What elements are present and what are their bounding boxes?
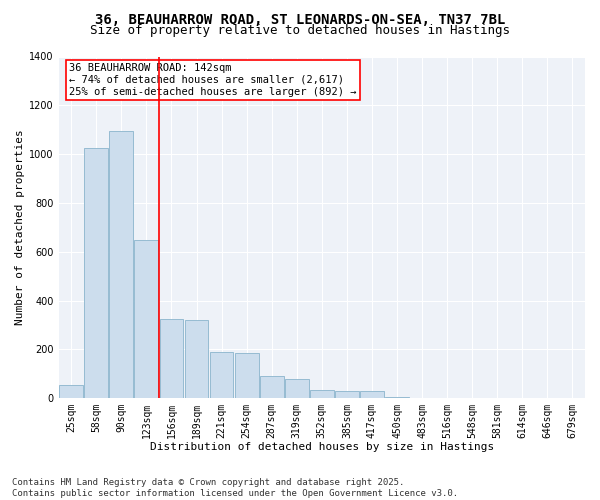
X-axis label: Distribution of detached houses by size in Hastings: Distribution of detached houses by size …	[150, 442, 494, 452]
Bar	[209, 352, 233, 398]
Bar	[260, 376, 284, 398]
Y-axis label: Number of detached properties: Number of detached properties	[15, 130, 25, 325]
Bar	[310, 390, 334, 398]
Text: 36 BEAUHARROW ROAD: 142sqm
← 74% of detached houses are smaller (2,617)
25% of s: 36 BEAUHARROW ROAD: 142sqm ← 74% of deta…	[69, 64, 356, 96]
Bar	[134, 240, 158, 398]
Text: Contains HM Land Registry data © Crown copyright and database right 2025.
Contai: Contains HM Land Registry data © Crown c…	[12, 478, 458, 498]
Bar	[109, 131, 133, 398]
Bar	[235, 353, 259, 398]
Text: 36, BEAUHARROW ROAD, ST LEONARDS-ON-SEA, TN37 7BL: 36, BEAUHARROW ROAD, ST LEONARDS-ON-SEA,…	[95, 12, 505, 26]
Text: Size of property relative to detached houses in Hastings: Size of property relative to detached ho…	[90, 24, 510, 37]
Bar	[160, 319, 184, 398]
Bar	[385, 397, 409, 398]
Bar	[85, 148, 108, 398]
Bar	[59, 385, 83, 398]
Bar	[185, 320, 208, 398]
Bar	[285, 378, 308, 398]
Bar	[335, 391, 359, 398]
Bar	[360, 391, 384, 398]
